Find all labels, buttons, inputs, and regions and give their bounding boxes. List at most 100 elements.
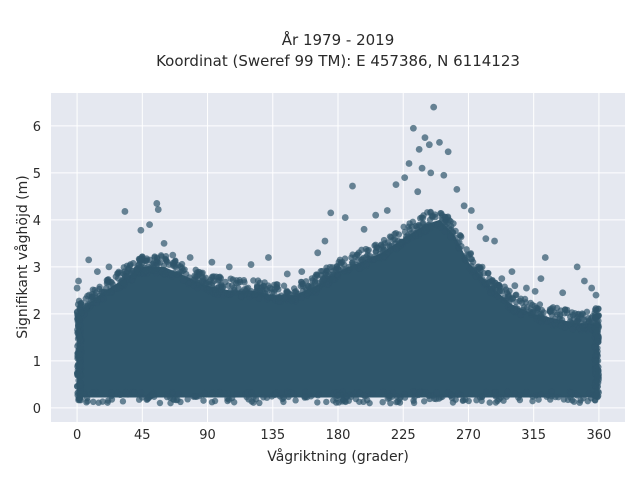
fringe-point: [492, 391, 499, 399]
fringe-point: [511, 390, 518, 397]
fringe-point: [343, 393, 350, 400]
fringe-point: [304, 289, 312, 297]
fringe-point: [467, 250, 475, 257]
fringe-point: [230, 399, 238, 406]
fringe-point: [102, 284, 110, 292]
fringe-point: [271, 391, 279, 398]
fringe-point: [449, 399, 457, 406]
fringe-point: [270, 294, 277, 301]
fringe-point: [424, 209, 431, 216]
fringe-point: [387, 246, 395, 253]
fringe-point: [112, 273, 120, 280]
fringe-point: [373, 244, 380, 251]
fringe-point: [380, 253, 388, 260]
fringe-point: [253, 284, 261, 291]
fringe-point: [570, 398, 578, 405]
fringe-point: [190, 282, 197, 289]
fringe-point: [552, 321, 559, 329]
fringe-point: [409, 388, 417, 395]
fringe-point: [311, 278, 319, 285]
outlier-point-13: [349, 182, 356, 190]
outlier-point-4: [415, 146, 423, 153]
fringe-point: [248, 398, 255, 405]
fringe-point: [487, 289, 495, 297]
outlier-point-0: [430, 103, 438, 111]
fringe-point: [393, 393, 401, 400]
fringe-point: [77, 380, 84, 387]
outlier-point-9: [427, 169, 435, 177]
fringe-point: [275, 293, 282, 301]
fringe-point: [455, 244, 462, 251]
fringe-point: [83, 394, 91, 402]
fringe-point: [400, 223, 407, 231]
outlier-point-1: [409, 124, 417, 132]
fringe-point: [243, 393, 250, 401]
fringe-point: [208, 398, 216, 406]
outlier-point-26: [476, 223, 484, 231]
x-tick-5: 225: [391, 428, 416, 443]
x-tick-4: 180: [326, 428, 351, 443]
outlier-point-37: [85, 256, 93, 264]
fringe-point: [96, 285, 103, 293]
fringe-point: [292, 397, 299, 404]
fringe-point: [214, 291, 221, 299]
outlier-point-46: [592, 291, 600, 299]
fringe-point: [577, 397, 584, 404]
fringe-point: [523, 388, 530, 395]
x-tick-labels: 0 45 90 135 180 225 270 315 360: [73, 428, 611, 443]
fringe-point: [435, 220, 442, 227]
fringe-point: [151, 253, 158, 260]
fringe-point: [74, 371, 81, 379]
fringe-point: [371, 253, 378, 260]
fringe-point: [513, 299, 520, 306]
fringe-point: [394, 398, 402, 405]
fringe-point: [248, 389, 255, 396]
fringe-point: [473, 396, 480, 404]
fringe-point: [307, 282, 315, 289]
fringe-point: [593, 327, 601, 334]
outlier-point-27: [482, 235, 490, 243]
fringe-point: [504, 388, 511, 395]
fringe-point: [463, 246, 470, 253]
fringe-point: [497, 394, 505, 401]
fringe-point: [274, 281, 281, 288]
fringe-point: [442, 213, 449, 221]
fringe-point: [176, 268, 184, 276]
fringe-point: [386, 392, 393, 400]
fringe-point: [154, 265, 161, 272]
fringe-point: [162, 270, 169, 278]
fringe-point: [357, 265, 364, 272]
fringe-point: [209, 389, 216, 396]
fringe-point: [185, 280, 192, 288]
outlier-point-28: [491, 237, 498, 245]
chart-title-line1: År 1979 - 2019: [282, 30, 395, 49]
outlier-point-2: [421, 134, 429, 142]
fringe-point: [403, 235, 411, 243]
outlier-point-12: [392, 181, 400, 189]
fringe-point: [135, 396, 143, 403]
fringe-point: [407, 229, 415, 237]
fringe-point: [330, 397, 337, 404]
fringe-point: [310, 287, 318, 294]
fringe-point: [175, 390, 182, 398]
x-axis-label: Vågriktning (grader): [267, 448, 409, 465]
fringe-point: [470, 266, 478, 273]
fringe-point: [74, 326, 81, 334]
outlier-point-43: [573, 263, 581, 271]
fringe-point: [100, 295, 107, 303]
fringe-point: [547, 396, 554, 403]
fringe-point: [224, 397, 231, 405]
outlier-point-32: [169, 251, 177, 259]
fringe-point: [260, 282, 268, 290]
fringe-point: [207, 276, 214, 284]
outlier-point-14: [453, 185, 461, 193]
fringe-point: [475, 263, 482, 270]
fringe-point: [581, 320, 588, 328]
fringe-point: [510, 308, 517, 315]
fringe-point: [415, 391, 422, 399]
fringe-point: [156, 399, 164, 407]
fringe-point: [278, 389, 285, 396]
fringe-point: [158, 253, 165, 260]
fringe-point: [345, 263, 352, 271]
